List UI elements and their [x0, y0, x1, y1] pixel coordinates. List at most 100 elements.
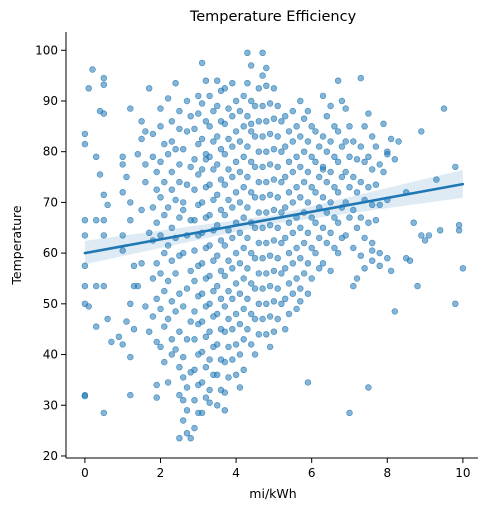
data-point-3: [100, 74, 108, 82]
y-tick-label-30: 30: [43, 398, 58, 412]
data-point-178: [198, 199, 206, 206]
data-point-139: [180, 199, 187, 206]
data-point-174: [198, 135, 206, 143]
data-point-501: [353, 156, 361, 163]
data-point-85: [157, 305, 164, 313]
data-point-143: [183, 128, 191, 135]
data-point-320: [251, 351, 259, 358]
data-point-51: [127, 105, 134, 112]
data-point-482: [338, 143, 346, 150]
data-point-468: [327, 102, 334, 110]
data-point-79: [157, 194, 164, 201]
data-point-167: [191, 125, 198, 133]
data-point-567: [202, 156, 210, 163]
data-point-416: [289, 260, 296, 267]
data-point-63: [153, 186, 160, 193]
y-tick-label-100: 100: [35, 43, 58, 57]
data-point-31: [119, 161, 126, 168]
data-point-276: [229, 326, 236, 333]
data-point-548: [406, 257, 414, 264]
data-point-127: [180, 397, 187, 404]
data-point-512: [361, 158, 368, 166]
data-point-118: [176, 328, 183, 335]
data-point-418: [289, 290, 296, 297]
data-point-59: [146, 328, 153, 335]
data-point-346: [259, 163, 266, 171]
data-point-164: [195, 171, 202, 178]
data-point-153: [191, 336, 198, 343]
data-point-508: [350, 282, 357, 290]
data-point-344: [259, 133, 266, 140]
data-point-82: [161, 249, 168, 257]
data-point-460: [323, 148, 330, 155]
data-point-43: [119, 341, 126, 348]
data-point-91: [168, 118, 176, 125]
data-point-263: [232, 128, 240, 135]
data-point-503: [353, 189, 361, 196]
data-point-500: [350, 138, 357, 145]
data-point-260: [229, 79, 236, 87]
data-point-354: [259, 285, 266, 292]
data-point-300: [244, 49, 251, 56]
data-point-190: [198, 379, 206, 386]
data-point-306: [244, 143, 251, 150]
data-point-95: [168, 186, 176, 193]
data-point-415: [293, 244, 300, 252]
data-point-481: [334, 128, 342, 135]
data-point-359: [270, 328, 278, 335]
data-point-307: [248, 158, 255, 166]
data-point-506: [350, 244, 357, 252]
data-point-463: [319, 194, 327, 201]
data-point-457: [319, 92, 327, 100]
data-point-466: [323, 239, 330, 247]
data-point-417: [293, 275, 300, 282]
data-point-189: [202, 364, 210, 371]
data-point-368: [266, 191, 274, 199]
data-point-342: [259, 102, 266, 110]
data-point-49: [142, 161, 149, 168]
data-point-237: [214, 402, 221, 409]
data-point-64: [149, 204, 157, 211]
data-point-41: [123, 318, 130, 325]
data-point-126: [183, 407, 191, 414]
data-point-370: [266, 161, 274, 168]
data-point-157: [191, 277, 198, 285]
data-point-46: [134, 151, 142, 158]
data-point-556: [437, 227, 444, 234]
data-point-544: [395, 138, 402, 145]
data-point-412: [289, 199, 296, 206]
data-point-326: [251, 255, 259, 262]
data-point-410: [289, 168, 296, 176]
data-point-395: [282, 265, 289, 272]
data-point-451: [312, 189, 319, 196]
data-point-475: [331, 214, 338, 221]
data-point-131: [183, 336, 191, 343]
data-point-24: [104, 315, 111, 323]
data-point-74: [157, 105, 164, 112]
data-point-186: [198, 318, 206, 325]
data-point-256: [225, 135, 232, 143]
data-point-369: [270, 176, 278, 183]
data-point-504: [350, 206, 357, 214]
data-point-507: [353, 275, 361, 282]
data-point-1: [89, 66, 96, 73]
data-point-26: [115, 333, 123, 340]
data-point-224: [217, 206, 225, 214]
data-point-229: [214, 282, 221, 290]
data-point-23: [92, 323, 100, 330]
data-point-434: [308, 123, 315, 130]
data-point-524: [365, 184, 372, 191]
data-point-203: [210, 257, 217, 264]
data-point-161: [191, 217, 198, 224]
data-point-568: [248, 120, 255, 128]
y-tick-label-40: 40: [43, 348, 58, 362]
data-point-81: [157, 232, 164, 239]
data-point-89: [164, 379, 172, 386]
data-point-554: [425, 232, 433, 239]
data-point-187: [202, 333, 210, 340]
data-point-351: [263, 239, 270, 247]
data-point-53: [142, 178, 149, 186]
data-point-471: [331, 153, 338, 161]
data-point-78: [161, 178, 168, 186]
data-point-564: [369, 247, 376, 254]
